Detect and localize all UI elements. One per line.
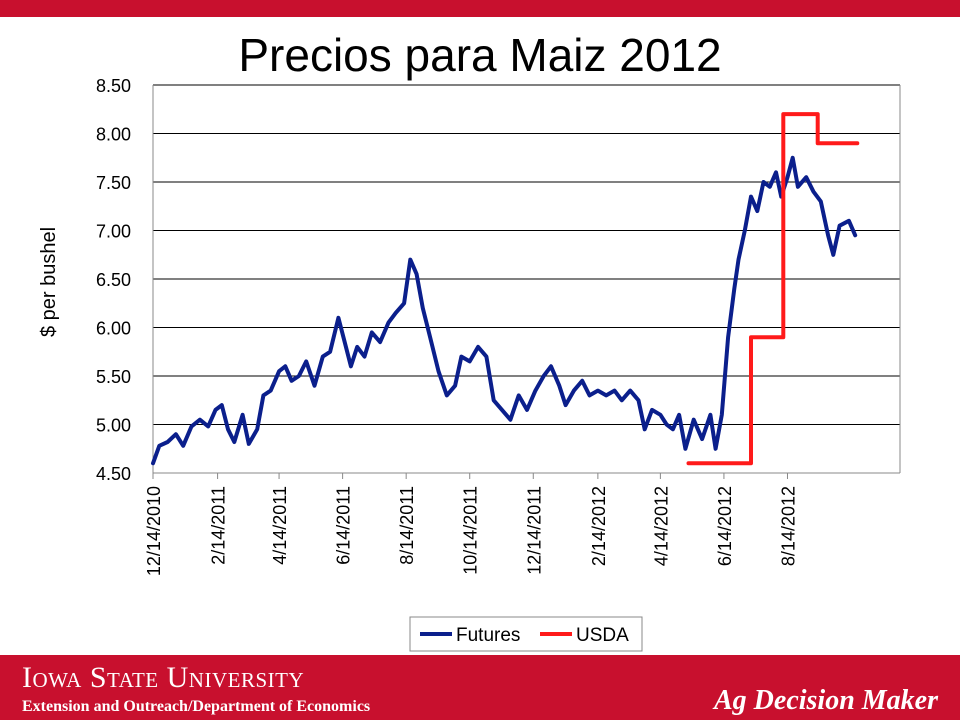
y-tick-label: 6.50 bbox=[96, 270, 131, 290]
y-tick-label: 8.50 bbox=[96, 76, 131, 96]
x-tick-label: 2/14/2012 bbox=[589, 486, 609, 566]
y-tick-label: 4.50 bbox=[96, 464, 131, 484]
series-line-futures bbox=[151, 155, 858, 466]
series-line-usda bbox=[686, 112, 860, 466]
series-lines bbox=[151, 112, 860, 466]
y-axis-label: $ per bushel bbox=[38, 227, 60, 337]
x-tick-label: 8/14/2012 bbox=[778, 486, 798, 566]
y-tick-label: 7.50 bbox=[96, 173, 131, 193]
y-tick-label: 5.50 bbox=[96, 367, 131, 387]
x-tick-label: 4/14/2011 bbox=[270, 486, 290, 565]
tick-labels: 4.50 5.00 5.50 6.00 6.50 7.00 7.50 8.00 8.50 12/1… bbox=[96, 76, 799, 576]
x-tick-label: 6/14/2011 bbox=[334, 486, 354, 565]
y-tick-label: 7.00 bbox=[96, 222, 131, 242]
x-tick-label: 8/14/2011 bbox=[397, 486, 417, 565]
brand-name: Ag Decision Maker bbox=[714, 685, 938, 716]
department-line: Extension and Outreach/Department of Eco… bbox=[22, 698, 371, 715]
axes bbox=[152, 85, 901, 479]
legend-usda-label: USDA bbox=[576, 625, 629, 646]
university-name: Iowa State University bbox=[22, 661, 305, 694]
x-tick-label: 12/14/2010 bbox=[144, 486, 164, 576]
top-banner bbox=[0, 0, 960, 17]
legend-futures-label: Futures bbox=[456, 625, 520, 646]
slide-title: Precios para Maiz 2012 bbox=[238, 29, 722, 81]
y-tick-label: 6.00 bbox=[96, 319, 131, 339]
x-tick-label: 4/14/2012 bbox=[651, 486, 671, 566]
legend: Futures USDA bbox=[409, 616, 643, 652]
grid-lines bbox=[153, 84, 900, 474]
y-tick-label: 8.00 bbox=[96, 125, 131, 145]
x-tick-label: 12/14/2011 bbox=[524, 486, 544, 575]
price-chart: 4.50 5.00 5.50 6.00 6.50 7.00 7.50 8.00 8.50 12/1… bbox=[38, 76, 901, 652]
y-tick-label: 5.00 bbox=[96, 416, 131, 436]
footer-banner: Iowa State University Extension and Outr… bbox=[0, 655, 960, 720]
x-tick-label: 10/14/2011 bbox=[461, 486, 481, 575]
x-tick-label: 6/14/2012 bbox=[715, 486, 735, 566]
x-tick-label: 2/14/2011 bbox=[209, 486, 229, 565]
